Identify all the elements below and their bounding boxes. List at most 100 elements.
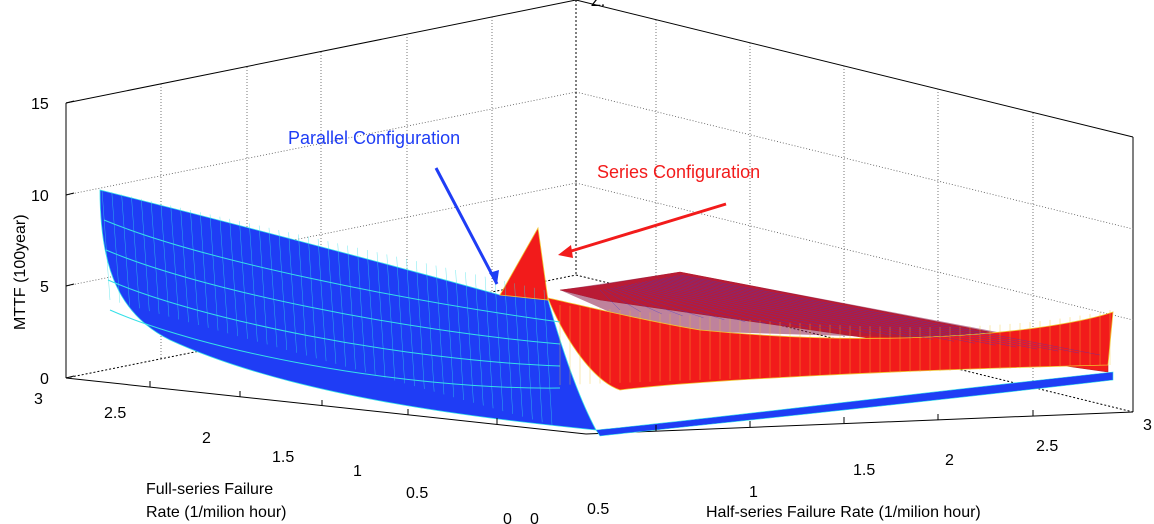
mesh-line (199, 212, 209, 328)
mesh-line (638, 282, 850, 332)
mesh-line (672, 276, 1059, 352)
mesh-line (109, 309, 561, 389)
x-tick-label: 2 (945, 452, 954, 469)
mesh-line (396, 256, 405, 384)
annotation-series-arrow (567, 202, 727, 254)
box-edge (575, 0, 1134, 138)
mesh-line (190, 209, 199, 326)
mesh-line (620, 285, 746, 322)
mesh-line (141, 198, 150, 312)
mesh-line (416, 261, 425, 389)
annotation-parallel-arrowhead (489, 270, 499, 284)
mesh-line (655, 279, 954, 342)
z-tick (65, 375, 75, 379)
mesh-line (666, 277, 1017, 348)
z-tick (65, 283, 75, 287)
mesh-line (249, 223, 258, 342)
x-axis: 0 0.5 1 1.5 2 2.5 3 Half-series Failure … (530, 410, 1152, 524)
z-tick (65, 100, 75, 104)
box-edge (65, 0, 577, 104)
mesh-line (533, 287, 543, 423)
mesh-line (474, 274, 484, 406)
mesh-line (514, 283, 523, 417)
x-tick-label: 1 (749, 484, 758, 501)
mesh-line (524, 285, 533, 420)
z-axis-label: MTTF (100year) (12, 214, 29, 330)
mesh-line (669, 276, 1038, 350)
series-surface-ridge (499, 226, 549, 301)
annotation-parallel-arrow (434, 167, 499, 285)
parallel-surface (99, 189, 597, 431)
mesh-line (150, 201, 160, 314)
y-axis-label-line1: Full-series Failure (146, 481, 273, 498)
mesh-line (101, 189, 111, 301)
mesh-line (659, 278, 975, 344)
mesh-line (662, 278, 996, 346)
mesh-line (627, 284, 788, 326)
x-tick-label: 1.5 (853, 462, 875, 479)
mesh-line (455, 269, 464, 401)
grid (65, 17, 1134, 388)
mesh-line (386, 254, 396, 381)
z-tick (65, 192, 75, 196)
series-surface-front (547, 297, 1114, 391)
y-tick-label: 1.5 (272, 449, 294, 466)
mesh-line (610, 287, 683, 317)
mesh-line (317, 238, 327, 362)
mesh-line (624, 285, 767, 324)
box-edge (65, 377, 587, 435)
y-tick-label: 2.5 (104, 405, 126, 422)
grid-line (575, 91, 1134, 230)
y-tick-label: 2 (202, 430, 211, 447)
mesh-line (229, 218, 238, 337)
z-axis: 0 5 10 15 MTTF (100year) (12, 96, 75, 388)
parallel-surface-tail (595, 371, 1114, 437)
mesh-line (648, 280, 913, 338)
partial-label: Z: (591, 0, 605, 10)
mesh-line (445, 267, 455, 398)
mesh-line (366, 249, 376, 376)
mesh-line (603, 289, 641, 313)
x-tick-label: 3 (1143, 417, 1152, 434)
mesh-line (121, 194, 130, 306)
mesh-line (103, 219, 561, 323)
x-tick-label: 0.5 (587, 501, 609, 518)
x-tick-label: 2.5 (1036, 438, 1058, 455)
mesh-line (679, 274, 1101, 356)
mesh-line (131, 196, 140, 309)
mesh-line (337, 243, 346, 367)
annotations: Parallel Configuration Series Configurat… (288, 128, 760, 285)
mesh-line (239, 221, 248, 339)
mesh-line (634, 283, 829, 330)
y-axis: 3 2.5 2 1.5 1 0.5 0 Full-series Failure … (34, 381, 512, 524)
mesh-line (652, 279, 934, 340)
y-tick-label: 3 (34, 391, 43, 408)
mesh-line (180, 207, 189, 323)
y-tick-label: 0.5 (406, 485, 428, 502)
y-axis-label-line2: Rate (1/milion hour) (146, 504, 287, 521)
y-tick-label: 1 (353, 463, 362, 480)
y-tick-label: 0 (503, 511, 512, 524)
mesh-line (258, 225, 268, 345)
mesh-line (406, 258, 415, 387)
mesh-line (107, 279, 561, 367)
mesh-line (494, 278, 504, 412)
mesh-line (170, 205, 180, 320)
mesh-line (543, 289, 553, 426)
x-axis-label: Half-series Failure Rate (1/milion hour) (706, 504, 981, 521)
box-edge (585, 411, 1134, 435)
annotation-series: Series Configuration (597, 162, 760, 182)
mesh-line (606, 288, 662, 315)
mesh-line (347, 245, 356, 370)
mesh-line (268, 227, 278, 348)
mesh-line (209, 214, 219, 331)
series-surface (99, 189, 1114, 437)
surface-mesh (101, 189, 1111, 426)
mesh-line (357, 247, 366, 373)
mesh-line (376, 252, 386, 378)
z-tick-label: 5 (40, 279, 49, 296)
annotation-series-arrowhead (558, 245, 573, 258)
mesh-line (160, 203, 170, 317)
mesh-line (641, 281, 871, 334)
